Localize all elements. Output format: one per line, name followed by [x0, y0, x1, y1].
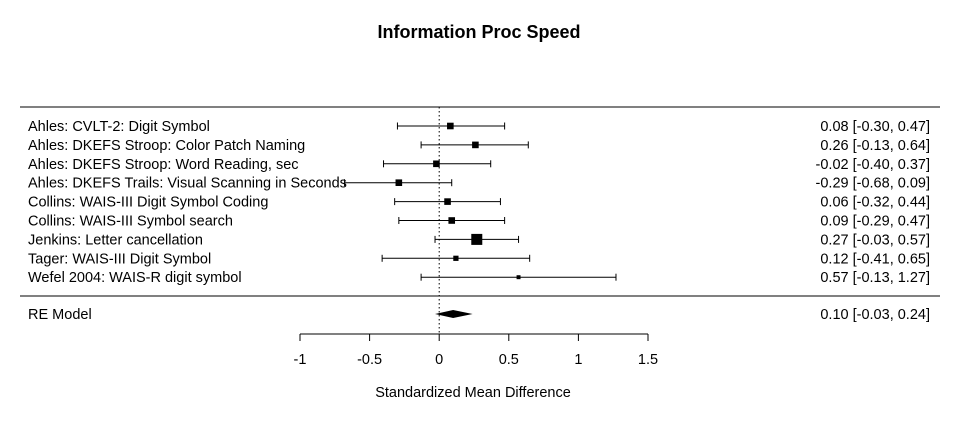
study-row: Ahles: CVLT-2: Digit Symbol 0.08 [-0.30, …	[28, 119, 930, 135]
summary-ci-text: 0.10 [-0.03, 0.24]	[820, 307, 930, 323]
ci-text: 0.08 [-0.30, 0.47]	[820, 119, 930, 135]
study-row: Ahles: DKEFS Trails: Visual Scanning in …	[28, 176, 930, 192]
study-row: Jenkins: Letter cancellation 0.27 [-0.03,…	[28, 232, 930, 248]
summary-row: RE Model 0.10 [-0.03, 0.24]	[28, 307, 930, 323]
ci-text: -0.29 [-0.68, 0.09]	[816, 176, 930, 192]
study-row: Collins: WAIS-III Symbol search 0.09 [-0.…	[28, 214, 930, 230]
study-label: Ahles: DKEFS Stroop: Color Patch Naming	[28, 138, 305, 154]
x-axis-title: Standardized Mean Difference	[375, 385, 571, 401]
summary-diamond	[435, 310, 473, 318]
study-label: Collins: WAIS-III Symbol search	[28, 214, 233, 230]
study-label: Jenkins: Letter cancellation	[28, 232, 203, 248]
point-estimate-square	[516, 275, 521, 280]
ci-text: 0.57 [-0.13, 1.27]	[820, 270, 930, 286]
axis-tick-label: 0	[435, 352, 443, 368]
axis-tick-label: 1	[574, 352, 582, 368]
study-row: Ahles: DKEFS Stroop: Word Reading, sec -0…	[28, 157, 930, 173]
axis-tick-label: 1.5	[638, 352, 658, 368]
x-axis: -1 -0.5 0 0.5 1 1.5	[294, 333, 658, 368]
study-label: Collins: WAIS-III Digit Symbol Coding	[28, 195, 268, 211]
ci-text: 0.06 [-0.32, 0.44]	[820, 195, 930, 211]
point-estimate-square	[447, 122, 454, 130]
study-label: Wefel 2004: WAIS-R digit symbol	[28, 270, 242, 286]
ci-text: 0.09 [-0.29, 0.47]	[820, 214, 930, 230]
summary-label: RE Model	[28, 307, 92, 323]
chart-title: Information Proc Speed	[377, 22, 580, 42]
study-label: Ahles: CVLT-2: Digit Symbol	[28, 119, 210, 135]
point-estimate-square	[395, 179, 403, 186]
point-estimate-square	[472, 141, 479, 149]
study-row: Collins: WAIS-III Digit Symbol Coding 0.0…	[28, 195, 930, 211]
study-label: Ahles: DKEFS Trails: Visual Scanning in …	[28, 176, 347, 192]
point-estimate-square	[444, 198, 451, 205]
axis-tick-label: -0.5	[357, 352, 382, 368]
axis-tick-label: -1	[294, 352, 307, 368]
ci-text: 0.26 [-0.13, 0.64]	[820, 138, 930, 154]
ci-text: 0.12 [-0.41, 0.65]	[820, 251, 930, 267]
point-estimate-square	[448, 217, 456, 224]
ci-text: -0.02 [-0.40, 0.37]	[816, 157, 930, 173]
study-row: Tager: WAIS-III Digit Symbol 0.12 [-0.41,…	[28, 251, 930, 267]
study-row: Wefel 2004: WAIS-R digit symbol 0.57 [-0.…	[28, 270, 930, 286]
point-estimate-square	[433, 160, 440, 168]
study-label: Tager: WAIS-III Digit Symbol	[28, 251, 211, 267]
ci-text: 0.27 [-0.03, 0.57]	[820, 232, 930, 248]
study-label: Ahles: DKEFS Stroop: Word Reading, sec	[28, 157, 299, 173]
study-rows: Ahles: CVLT-2: Digit Symbol 0.08 [-0.30, …	[28, 119, 930, 286]
point-estimate-square	[471, 233, 483, 245]
point-estimate-square	[453, 255, 459, 261]
axis-tick-label: 0.5	[499, 352, 519, 368]
study-row: Ahles: DKEFS Stroop: Color Patch Naming 0…	[28, 138, 930, 154]
